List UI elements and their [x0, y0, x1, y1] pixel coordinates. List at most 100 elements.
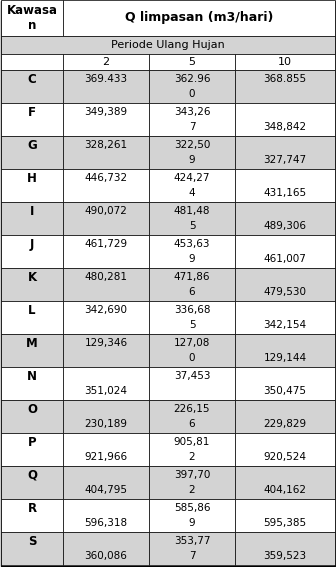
- Text: 230,189: 230,189: [84, 419, 127, 429]
- Text: Q limpasan (m3/hari): Q limpasan (m3/hari): [125, 11, 273, 24]
- Text: 0: 0: [189, 353, 195, 363]
- Bar: [149, 499, 235, 532]
- Bar: [63, 400, 149, 433]
- Bar: [235, 235, 335, 268]
- Text: 6: 6: [189, 419, 195, 429]
- Text: 905,81: 905,81: [174, 437, 210, 447]
- Text: 343,26: 343,26: [174, 107, 210, 117]
- Bar: [149, 54, 235, 70]
- Text: 6: 6: [189, 287, 195, 297]
- Bar: [63, 499, 149, 532]
- Text: 461,729: 461,729: [84, 239, 128, 249]
- Bar: [1, 202, 63, 235]
- Text: 9: 9: [189, 518, 195, 528]
- Text: 369.433: 369.433: [84, 74, 128, 84]
- Bar: [63, 202, 149, 235]
- Text: F: F: [28, 105, 36, 119]
- Bar: [149, 235, 235, 268]
- Text: 461,007: 461,007: [263, 254, 306, 264]
- Bar: [149, 433, 235, 466]
- Bar: [235, 202, 335, 235]
- Text: 404,795: 404,795: [84, 485, 127, 495]
- Bar: [1, 268, 63, 301]
- Bar: [235, 136, 335, 169]
- Text: 9: 9: [189, 254, 195, 264]
- Text: H: H: [27, 172, 37, 185]
- Text: 10: 10: [278, 57, 292, 67]
- Bar: [149, 268, 235, 301]
- Bar: [1, 433, 63, 466]
- Text: 585,86: 585,86: [174, 503, 210, 513]
- Text: 7: 7: [189, 122, 195, 132]
- Bar: [149, 202, 235, 235]
- Text: 446,732: 446,732: [84, 174, 128, 183]
- Text: K: K: [28, 270, 37, 284]
- Text: 596,318: 596,318: [84, 518, 128, 528]
- Bar: [149, 70, 235, 103]
- Text: 489,306: 489,306: [263, 221, 306, 231]
- Bar: [63, 367, 149, 400]
- Bar: [63, 433, 149, 466]
- Bar: [63, 466, 149, 499]
- Bar: [1, 334, 63, 367]
- Bar: [235, 268, 335, 301]
- Bar: [235, 169, 335, 202]
- Text: 322,50: 322,50: [174, 140, 210, 150]
- Bar: [149, 532, 235, 565]
- Bar: [149, 136, 235, 169]
- Bar: [1, 301, 63, 334]
- Bar: [149, 367, 235, 400]
- Text: 342,154: 342,154: [263, 320, 306, 330]
- Text: O: O: [27, 403, 37, 416]
- Text: 5: 5: [189, 320, 195, 330]
- Text: 431,165: 431,165: [263, 188, 306, 198]
- Bar: [63, 235, 149, 268]
- Bar: [1, 532, 63, 565]
- Text: 226,15: 226,15: [174, 404, 210, 414]
- Text: S: S: [28, 535, 36, 548]
- Text: 397,70: 397,70: [174, 470, 210, 480]
- Bar: [63, 301, 149, 334]
- Text: 360,086: 360,086: [85, 551, 127, 561]
- Text: R: R: [28, 502, 37, 515]
- Bar: [63, 54, 149, 70]
- Text: 921,966: 921,966: [84, 452, 128, 462]
- Text: G: G: [27, 139, 37, 152]
- Bar: [149, 169, 235, 202]
- Bar: [63, 268, 149, 301]
- Text: 424,27: 424,27: [174, 174, 210, 183]
- Bar: [149, 334, 235, 367]
- Bar: [63, 169, 149, 202]
- Bar: [1, 169, 63, 202]
- Text: C: C: [28, 73, 36, 86]
- Bar: [235, 532, 335, 565]
- Text: I: I: [30, 205, 34, 218]
- Bar: [1, 70, 63, 103]
- Bar: [235, 334, 335, 367]
- Text: 328,261: 328,261: [84, 140, 128, 150]
- Text: 595,385: 595,385: [263, 518, 306, 528]
- Bar: [235, 499, 335, 532]
- Bar: [1, 400, 63, 433]
- Bar: [149, 466, 235, 499]
- Text: 368.855: 368.855: [263, 74, 306, 84]
- Text: 127,08: 127,08: [174, 338, 210, 348]
- Bar: [63, 532, 149, 565]
- Bar: [149, 400, 235, 433]
- Text: M: M: [26, 337, 38, 350]
- Bar: [235, 400, 335, 433]
- Bar: [235, 54, 335, 70]
- Text: 229,829: 229,829: [263, 419, 306, 429]
- Bar: [149, 103, 235, 136]
- Text: 7: 7: [189, 551, 195, 561]
- Text: 481,48: 481,48: [174, 206, 210, 216]
- Bar: [1, 235, 63, 268]
- Text: Q: Q: [27, 469, 37, 482]
- Text: 129,144: 129,144: [263, 353, 306, 363]
- Bar: [149, 301, 235, 334]
- Text: 353,77: 353,77: [174, 536, 210, 546]
- Text: 348,842: 348,842: [263, 122, 306, 132]
- Text: Kawasa
n: Kawasa n: [6, 4, 57, 32]
- Bar: [1, 466, 63, 499]
- Text: 359,523: 359,523: [263, 551, 306, 561]
